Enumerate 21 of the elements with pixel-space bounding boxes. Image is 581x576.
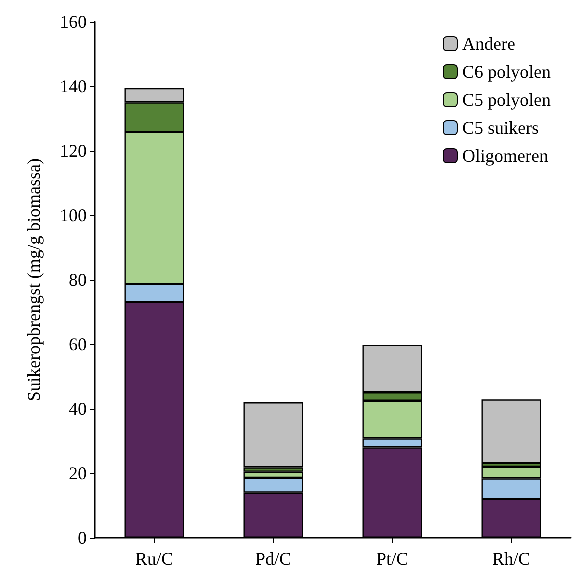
- x-tick-label: Rh/C: [492, 549, 531, 569]
- y-tick-label: 120: [60, 141, 87, 161]
- y-tick-label: 140: [60, 76, 87, 96]
- legend-label: Andere: [462, 34, 516, 54]
- legend-label: Oligomeren: [462, 146, 548, 166]
- y-tick-label: 40: [69, 399, 87, 419]
- y-tick-label: 160: [60, 12, 87, 32]
- bar: [482, 400, 542, 464]
- y-axis-title: Suikeropbrengst (mg/g biomassa): [24, 158, 44, 402]
- legend-label: C6 polyolen: [462, 62, 552, 82]
- y-tick-label: 20: [69, 464, 87, 484]
- x-tick-label: Ru/C: [135, 549, 174, 569]
- y-tick-label: 0: [78, 528, 87, 548]
- y-tick-label: 100: [60, 206, 87, 226]
- x-tick-label: Pd/C: [255, 549, 292, 569]
- y-tick-label: 60: [69, 334, 87, 354]
- legend-label: C5 polyolen: [462, 90, 552, 110]
- legend-label: C5 suikers: [462, 118, 540, 138]
- bar: [244, 402, 304, 468]
- y-tick-label: 80: [69, 270, 87, 290]
- x-tick-label: Pt/C: [376, 549, 409, 569]
